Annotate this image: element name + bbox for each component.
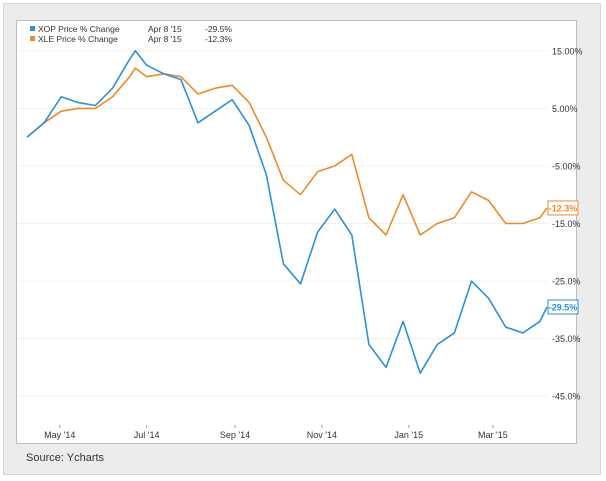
legend-series-name: XLE Price % Change	[38, 34, 118, 44]
end-label-box	[547, 200, 579, 216]
end-label: -12.3%	[549, 203, 578, 213]
end-label: -29.5%	[549, 302, 578, 312]
legend-date: Apr 8 '15	[148, 24, 182, 34]
source-note: Source: Ycharts	[26, 452, 105, 464]
end-label-box	[547, 299, 579, 315]
series-line	[26, 67, 548, 236]
legend-value: -29.5%	[205, 24, 232, 34]
y-tick-label: -15.0%	[552, 219, 581, 229]
x-tick-label: Sep '14	[220, 430, 250, 440]
y-tick-label: -5.00%	[552, 161, 581, 171]
y-tick-label: -35.0%	[552, 334, 581, 344]
y-tick-label: 15.00%	[552, 46, 583, 56]
legend-swatch	[30, 26, 35, 31]
y-tick-label: 5.00%	[552, 104, 578, 114]
legend-date: Apr 8 '15	[148, 34, 182, 44]
x-tick-label: Jan '15	[394, 430, 423, 440]
x-tick-label: Nov '14	[307, 430, 337, 440]
x-tick-label: Jul '14	[134, 430, 160, 440]
y-tick-label: -45.0%	[552, 392, 581, 402]
series-line	[26, 49, 548, 375]
legend-value: -12.3%	[205, 34, 232, 44]
x-tick-label: Mar '15	[478, 430, 508, 440]
x-tick-label: May '14	[44, 430, 75, 440]
y-tick-label: -25.0%	[552, 277, 581, 287]
legend-swatch	[30, 36, 35, 41]
legend-series-name: XOP Price % Change	[38, 24, 120, 34]
